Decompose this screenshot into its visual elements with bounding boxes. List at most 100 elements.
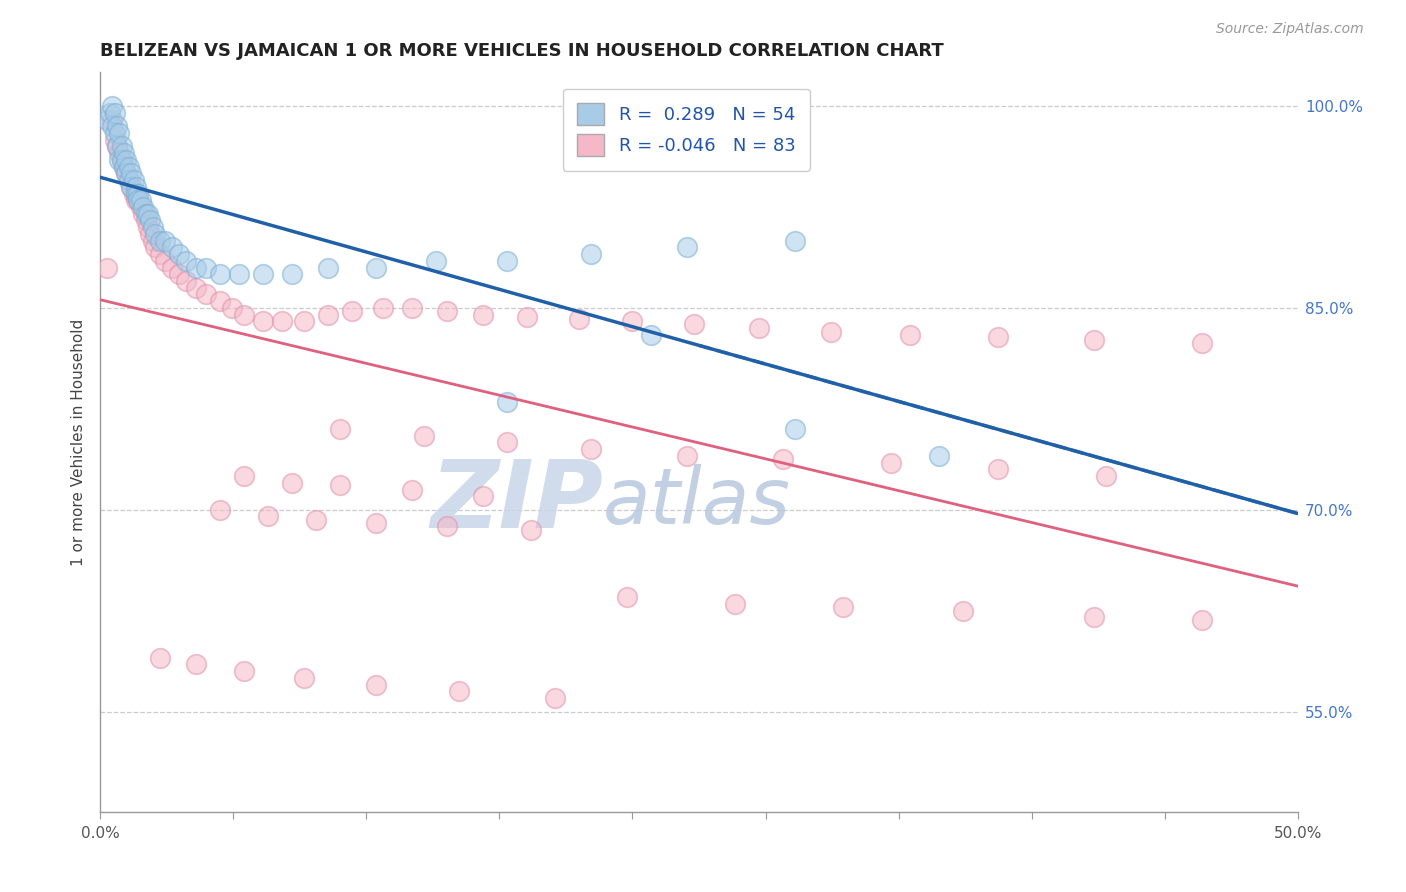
Point [425,253,447,268]
Point [676,240,699,254]
Y-axis label: 1 or more Vehicles in Household: 1 or more Vehicles in Household [72,318,86,566]
Point [208,294,231,309]
Legend: R =  0.289   N = 54, R = -0.046   N = 83: R = 0.289 N = 54, R = -0.046 N = 83 [562,89,810,171]
Point [316,260,339,275]
Point [125,193,148,207]
Point [208,267,231,281]
Point [127,193,149,207]
Point [1191,335,1213,350]
Point [176,274,198,288]
Point [96,260,118,275]
Point [364,678,387,692]
Point [142,220,165,235]
Point [228,267,250,281]
Text: atlas: atlas [603,464,792,540]
Point [184,657,207,672]
Point [329,422,352,436]
Point [987,330,1010,344]
Point [544,691,567,706]
Point [208,502,231,516]
Point [316,308,339,322]
Point [103,105,125,120]
Point [125,179,148,194]
Point [125,186,148,201]
Point [340,303,363,318]
Point [142,234,165,248]
Point [281,475,304,490]
Point [1083,610,1105,624]
Point [167,247,190,261]
Text: ZIP: ZIP [430,456,603,548]
Point [122,173,145,187]
Point [111,153,134,167]
Point [1191,613,1213,627]
Point [676,449,699,463]
Point [108,146,131,161]
Point [252,267,274,281]
Point [153,234,176,248]
Point [616,590,638,604]
Point [772,451,794,466]
Point [111,153,134,167]
Point [364,516,387,530]
Point [568,311,591,326]
Point [108,126,131,140]
Point [329,478,352,492]
Point [153,253,176,268]
Point [831,599,853,614]
Point [129,193,152,207]
Point [122,186,145,201]
Text: BELIZEAN VS JAMAICAN 1 OR MORE VEHICLES IN HOUSEHOLD CORRELATION CHART: BELIZEAN VS JAMAICAN 1 OR MORE VEHICLES … [100,42,943,60]
Point [112,160,135,174]
Point [143,240,166,254]
Point [401,483,423,497]
Point [401,301,423,315]
Point [496,253,519,268]
Point [184,281,207,295]
Point [136,207,159,221]
Point [135,207,157,221]
Point [194,260,217,275]
Point [496,435,519,450]
Point [820,325,842,339]
Point [96,112,118,127]
Point [105,139,128,153]
Point [232,469,254,483]
Point [118,173,141,187]
Point [112,146,135,161]
Point [412,428,434,442]
Point [127,186,149,201]
Point [105,120,128,134]
Point [125,186,148,201]
Point [724,597,747,611]
Point [103,133,125,147]
Point [111,139,134,153]
Point [898,327,921,342]
Point [149,234,172,248]
Point [149,247,172,261]
Point [129,200,152,214]
Point [108,153,131,167]
Point [115,153,138,167]
Point [292,671,315,685]
Point [281,267,304,281]
Point [879,456,901,470]
Point [143,227,166,241]
Point [232,664,254,678]
Point [952,604,974,618]
Point [683,317,706,331]
Point [783,422,806,436]
Point [472,308,495,322]
Point [149,650,172,665]
Point [184,260,207,275]
Point [1095,469,1118,483]
Point [101,112,124,127]
Point [1083,333,1105,347]
Point [516,310,538,325]
Point [132,207,155,221]
Point [472,489,495,503]
Point [167,267,190,281]
Point [127,193,149,207]
Point [136,220,159,235]
Point [581,442,603,457]
